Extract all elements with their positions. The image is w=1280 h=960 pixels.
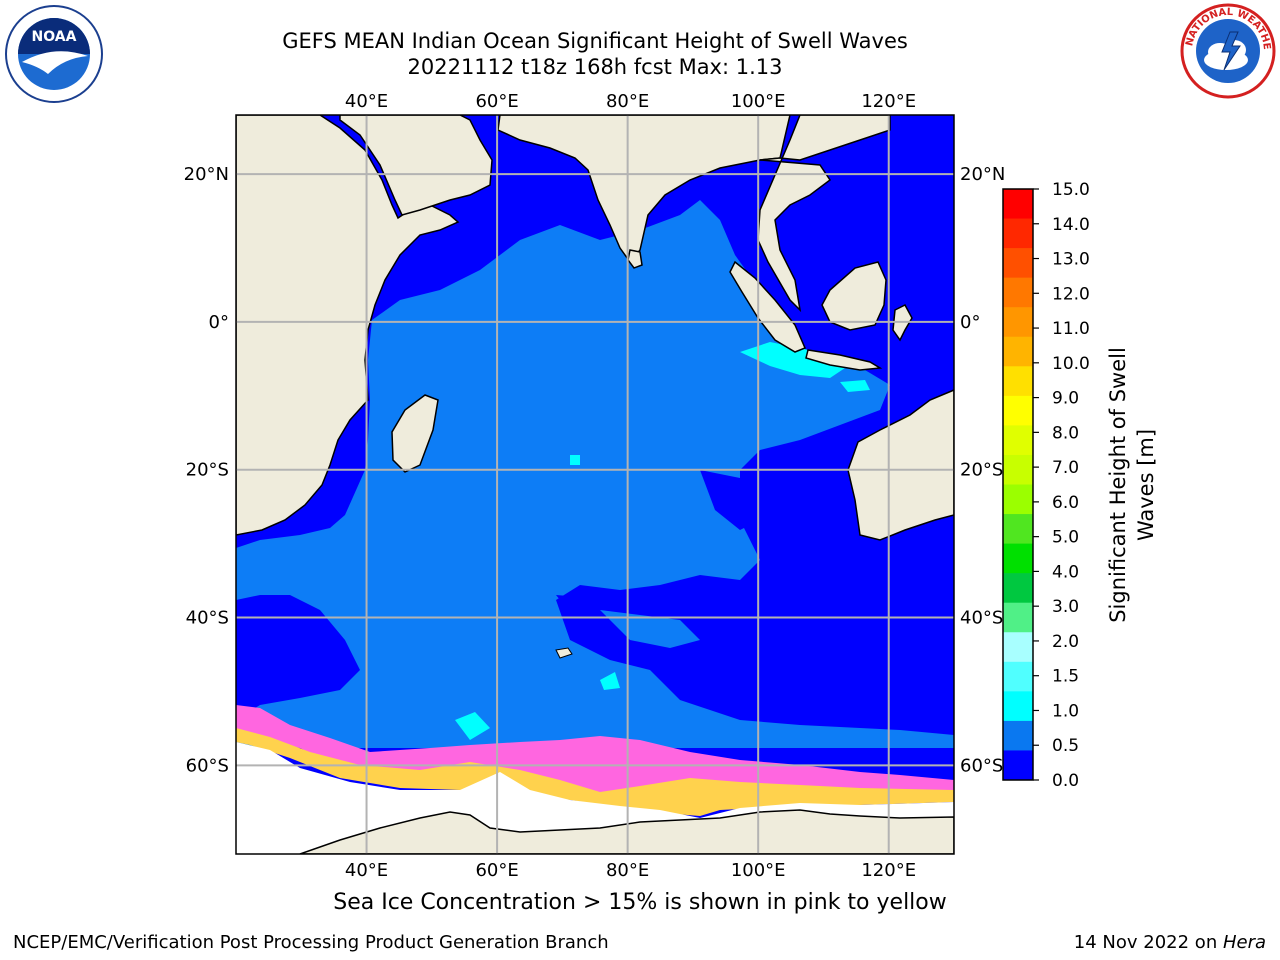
colorbar-tick-label: 4.0 [1052,562,1079,582]
colorbar-segment [1003,277,1033,308]
lat-tick-label-left: 60°S [186,755,229,776]
map-frame [235,114,955,855]
colorbar-tick-label: 1.0 [1052,701,1079,721]
sea-ice-yellow [236,728,954,816]
swell-high-patch [840,380,870,392]
swell-high-patch [600,672,620,690]
colorbar-segment [1003,573,1033,604]
map-area [236,115,954,854]
lat-tick-label-left: 20°N [184,164,229,185]
ocean-low-pocket-2 [700,470,760,530]
colorbar-segment [1003,454,1033,485]
colorbar-tick-label: 3.0 [1052,597,1079,617]
footer-host: Hera [1222,932,1266,953]
colorbar-segment [1003,691,1033,722]
land-java [805,349,883,371]
colorbar-segment [1003,661,1033,692]
colorbar-segment [1003,543,1033,574]
land-africa [236,115,460,536]
lon-tick-label-bottom: 60°E [475,860,518,881]
colorbar-tick-label: 7.0 [1052,458,1079,478]
lat-tick-label-right: 20°S [960,460,1003,481]
colorbar-segment [1003,632,1033,663]
land-sumatra [729,260,806,353]
lat-tick-label-left: 0° [209,312,229,333]
colorbar-tick-label: 1.5 [1052,667,1079,687]
nws-logo-icon: NATIONAL WEATHER SERVICE [1178,2,1276,99]
land-madagascar [391,394,439,473]
colorbar-segment [1003,248,1033,279]
ocean-mid-pocket [600,610,700,648]
colorbar-tick-label: 5.0 [1052,528,1079,548]
colorbar-segment [1003,602,1033,633]
colorbar-segment [1003,336,1033,367]
map-gridlines [236,115,954,854]
lon-tick-label-bottom: 40°E [345,860,388,881]
swell-high-patch [455,712,490,740]
swell-high-patch [570,455,580,465]
land-australia [847,389,954,541]
land-kerguelen [555,647,573,659]
colorbar-tick-label: 13.0 [1052,250,1090,270]
map-subtitle: 20221112 t18z 168h fcst Max: 1.13 [407,55,783,79]
lon-tick-label-top: 100°E [731,91,786,112]
colorbar-tick-label: 8.0 [1052,423,1079,443]
lon-tick-label-bottom: 100°E [731,860,786,881]
colorbar-tick-label: 14.0 [1052,215,1090,235]
colorbar-label-line1: Significant Height of Swell [1106,347,1130,623]
colorbar: 15.0 14.0 13.0 12.0 11.0 10.0 9.0 8.0 7.0 6.0 5.0 4… [1002,180,1090,791]
sea-ice-note: Sea Ice Concentration > 15% is shown in … [333,890,947,915]
colorbar-tick-label: 15.0 [1052,180,1090,200]
lat-tick-label-left: 40°S [186,608,229,629]
map-tick-labels: 40°E 40°E 60°E 60°E 80°E 80°E 100°E 100°E 120°E 1… [184,91,1006,881]
lat-tick-label-right: 40°S [960,608,1003,629]
lat-tick-label-right: 20°N [960,164,1005,185]
sea-ice-pink [236,705,954,800]
lat-tick-label-left: 20°S [186,460,229,481]
land-arabia [339,115,493,216]
footer-date-text: 14 Nov 2022 on [1073,932,1223,953]
colorbar-segment [1003,307,1033,338]
lat-tick-label-right: 60°S [960,755,1003,776]
lon-tick-label-bottom: 80°E [606,860,649,881]
map-title: GEFS MEAN Indian Ocean Significant Heigh… [282,29,908,53]
colorbar-label-line2: Waves [m] [1134,429,1158,541]
colorbar-segment [1003,189,1033,220]
colorbar-segment [1003,395,1033,426]
colorbar-tick-label: 12.0 [1052,284,1090,304]
colorbar-segment [1003,514,1033,545]
colorbar-tick-label: 2.0 [1052,632,1079,652]
lon-tick-label-top: 60°E [475,91,518,112]
lon-tick-label-bottom: 120°E [861,860,916,881]
swell-high-patch [740,342,845,378]
lat-tick-label-right: 0° [960,312,980,333]
lon-tick-label-top: 120°E [861,91,916,112]
colorbar-tick-label: 0.0 [1052,771,1079,791]
noaa-logo-icon: NOAA [5,5,103,103]
colorbar-tick-label: 10.0 [1052,354,1090,374]
colorbar-tick-label: 6.0 [1052,493,1079,513]
colorbar-segment [1003,366,1033,397]
colorbar-tick-label: 9.0 [1052,389,1079,409]
colorbar-tick-label: 11.0 [1052,319,1090,339]
colorbar-segment [1003,720,1033,751]
colorbar-segment [1003,750,1033,781]
colorbar-segment [1003,218,1033,249]
lon-tick-label-top: 80°E [606,91,649,112]
colorbar-label: Significant Height of Swell Waves [m] [1106,347,1158,623]
colorbar-segment [1003,484,1033,515]
footer-date: 14 Nov 2022 on Hera [1074,932,1266,953]
noaa-logo-text: NOAA [32,29,77,45]
footer-branch: NCEP/EMC/Verification Post Processing Pr… [13,932,609,953]
colorbar-tick-label: 0.5 [1052,736,1079,756]
lon-tick-label-top: 40°E [345,91,388,112]
colorbar-segment [1003,425,1033,456]
colorbar-frame [1002,188,1034,781]
land-borneo [821,261,887,331]
